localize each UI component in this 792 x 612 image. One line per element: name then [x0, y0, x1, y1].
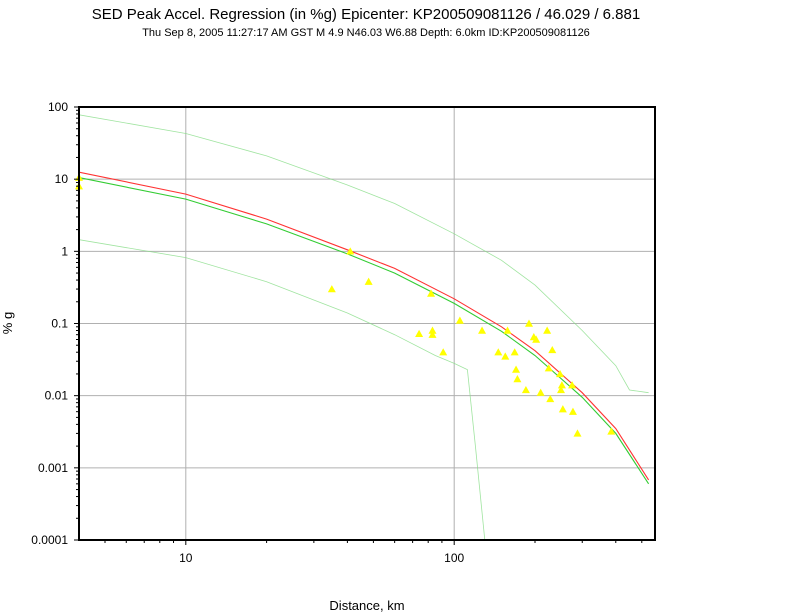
station-point	[346, 247, 355, 255]
station-point	[428, 330, 437, 338]
y-tick-label: 0.001	[38, 461, 68, 475]
station-point	[543, 326, 552, 334]
station-point	[427, 289, 436, 297]
station-point	[478, 326, 487, 334]
upper-bound-curve	[79, 114, 649, 394]
y-tick-label: 1	[61, 244, 68, 258]
station-point	[558, 405, 567, 413]
station-point	[557, 381, 566, 389]
station-point	[501, 352, 510, 360]
station-point	[556, 385, 565, 394]
station-point	[544, 364, 553, 372]
y-tick-label: 0.0001	[31, 533, 68, 547]
plot-frame	[78, 106, 656, 541]
station-point	[439, 348, 448, 356]
station-point	[573, 429, 582, 437]
regression-green-curve	[79, 177, 650, 485]
station-point	[455, 316, 464, 324]
station-point	[556, 369, 565, 378]
lower-bound-curve	[79, 239, 486, 540]
y-tick-label: 10	[55, 172, 69, 186]
regression-red-curve	[79, 171, 650, 481]
station-point	[568, 407, 577, 415]
y-tick-label: 0.01	[45, 389, 69, 403]
x-tick-label: 100	[444, 551, 464, 565]
station-point	[510, 348, 519, 356]
station-point	[512, 365, 521, 373]
station-point	[607, 427, 616, 435]
station-point	[494, 348, 503, 356]
station-point	[521, 385, 530, 394]
y-axis-label: % g	[0, 312, 15, 334]
point-layer	[75, 173, 616, 437]
station-point	[548, 345, 557, 354]
tick-layer: 100 10 1 0.1 0.01 0.001 0.0001 10 100	[31, 100, 643, 565]
station-point	[532, 335, 541, 343]
station-point	[546, 394, 555, 403]
station-point	[525, 319, 534, 327]
curve-layer	[79, 114, 650, 540]
chart-subtitle: Thu Sep 8, 2005 11:27:17 AM GST M 4.9 N4…	[142, 27, 590, 39]
chart-title: SED Peak Accel. Regression (in %g) Epice…	[92, 6, 640, 23]
y-tick-label: 0.1	[51, 317, 68, 331]
y-tick-label: 100	[48, 100, 68, 114]
station-point	[415, 329, 424, 337]
station-point	[364, 277, 373, 285]
station-point	[513, 375, 522, 383]
station-point	[536, 388, 545, 396]
station-point	[568, 381, 577, 389]
station-point	[428, 326, 437, 334]
x-axis-label: Distance, km	[329, 598, 404, 612]
station-point	[503, 326, 512, 334]
grid-layer	[79, 106, 655, 541]
station-point	[327, 285, 336, 293]
x-tick-label: 10	[179, 551, 193, 565]
